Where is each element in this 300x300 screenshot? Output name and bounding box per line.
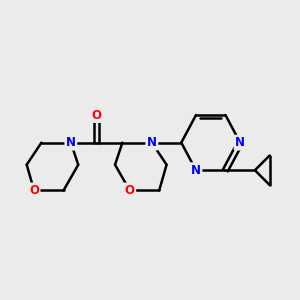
Text: N: N bbox=[66, 136, 76, 149]
Text: N: N bbox=[147, 136, 157, 149]
Text: O: O bbox=[92, 109, 102, 122]
Text: O: O bbox=[29, 184, 39, 197]
Text: N: N bbox=[235, 136, 245, 149]
Text: N: N bbox=[191, 164, 201, 177]
Text: O: O bbox=[125, 184, 135, 197]
